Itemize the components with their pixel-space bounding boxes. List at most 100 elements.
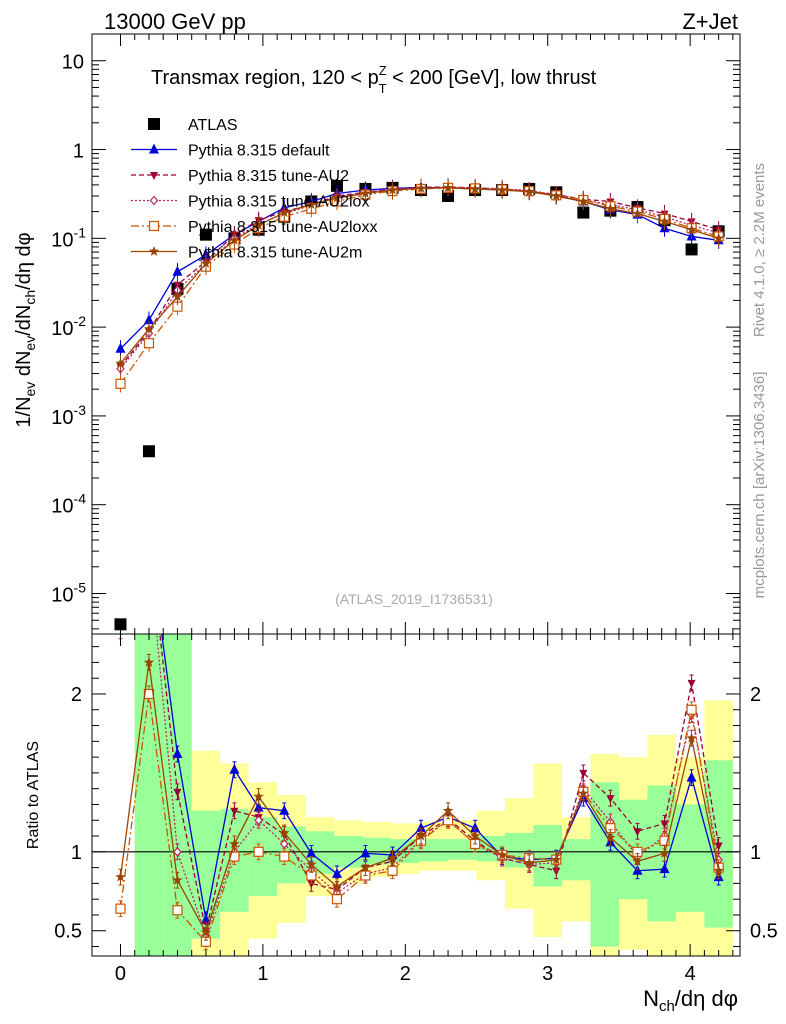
au2m-ratio-point (306, 859, 317, 869)
ratio-y-tick-label-right: 1 (750, 842, 761, 864)
default-ratio-point (659, 863, 670, 874)
au2m-data-point (387, 184, 398, 195)
legend-au2-label: Pythia 8.315 tune-AU2 (188, 168, 349, 185)
au2m-data-point (331, 192, 343, 203)
au2m-ratio-point (496, 849, 508, 860)
au2lox-ratio-point (279, 839, 289, 849)
default-ratio-point (229, 763, 240, 774)
default-data-point (143, 314, 154, 325)
au2loxx-data-point (115, 378, 126, 389)
default-ratio-point (470, 822, 481, 833)
x-axis-label: Nch/dη dφ (643, 986, 738, 1015)
default-ratio-point (632, 864, 643, 875)
au2m-ratio-point (442, 805, 454, 816)
legend-au2lox-label: Pythia 8.315 tune-AU2lox (188, 194, 369, 211)
default-ratio-point (415, 822, 426, 833)
au2m-data-point (605, 203, 616, 214)
ratio-plot-axes: 0 1 2 3 4 0.5 0.5 1 1 2 2 (54, 634, 778, 985)
main-plot-axes: 10-5 10-4 10-3 10-2 10-1 1 10 (51, 33, 740, 634)
default-ratio-point (686, 771, 697, 782)
atlas-data-point (685, 243, 698, 256)
au2-ratio-line (159, 634, 720, 931)
legend-au2loxx-marker (148, 220, 160, 232)
y-tick-label: 10-5 (51, 580, 86, 607)
default-data-point (172, 265, 183, 276)
au2-ratio-point (579, 769, 588, 778)
au2m-ratio-point (578, 787, 589, 798)
ratio-uncertainty-bands (92, 634, 740, 956)
au2m-ratio-point (331, 881, 343, 891)
stat-uncertainty-band (675, 804, 705, 912)
au2m-ratio-point (632, 855, 643, 866)
x-tick-label: 1 (257, 963, 268, 985)
au2m-ratio-point (605, 832, 616, 843)
legend-default-marker (149, 143, 159, 154)
au2m-data-point (172, 291, 183, 302)
au2m-ratio-point (524, 857, 535, 868)
au2m-data-point (442, 182, 454, 193)
atlas-data-point (577, 206, 590, 219)
au2loxx-ratio-point (253, 846, 264, 857)
au2m-data-point (143, 323, 155, 334)
au2m-ratio-point (387, 852, 398, 863)
default-ratio-point (360, 847, 371, 858)
main-plot-series (114, 178, 725, 631)
au2m-ratio-point (686, 732, 697, 743)
au2m-ratio-point (143, 656, 155, 667)
au2-ratio-point (173, 788, 182, 797)
au2m-data-point (360, 188, 371, 198)
au2m-data-point (415, 182, 427, 193)
ratio-y-tick-label-left: 2 (71, 684, 82, 706)
stat-uncertainty-band (590, 782, 619, 947)
au2m-data-point (200, 258, 212, 268)
au2-ratio-point (633, 828, 642, 837)
atlas-data-point (142, 445, 155, 458)
top-y-axis-label: 1/Nev dNev/dNch/dη dφ (13, 232, 38, 427)
y-tick-label: 10-3 (51, 402, 86, 429)
au2m-data-point (279, 207, 290, 217)
au2m-ratio-point (469, 830, 481, 841)
au2lox-series-line (119, 186, 719, 370)
mcplots-label: mcplots.cern.ch [arXiv:1306.3436] (751, 372, 768, 599)
au2loxx-ratio-point (172, 905, 183, 916)
au2m-data-point (659, 215, 670, 226)
legend: ATLAS Pythia 8.315 default Pythia 8.315 tu… (131, 117, 377, 262)
au2-ratio-point (660, 820, 669, 829)
default-ratio-point (172, 747, 183, 758)
au2lox-ratio-point (254, 815, 263, 826)
ratio-y-tick-label-left: 0.5 (54, 921, 82, 943)
legend-au2lox-marker (149, 195, 159, 206)
au2m-ratio-point (253, 791, 264, 801)
au2loxx-data-point (143, 338, 155, 349)
default-ratio-point (253, 801, 264, 812)
au2-ratio-point (606, 795, 615, 804)
au2m-ratio-point (713, 865, 724, 876)
au2m-data-point (713, 232, 724, 243)
plot-title: Transmax region, 120 < pZ T < 200 [GeV], … (151, 63, 597, 96)
x-tick-label: 0 (115, 963, 126, 985)
au2loxx-ratio-point (279, 851, 290, 862)
process-label: Z+Jet (682, 9, 738, 34)
default-data-point (115, 342, 126, 353)
au2lox-ratio-line (156, 634, 720, 938)
default-ratio-point (144, 530, 154, 540)
legend-atlas-marker (148, 118, 160, 130)
energy-label: 13000 GeV pp (104, 9, 246, 34)
y-tick-label: 1 (73, 141, 84, 163)
au2-ratio-point (714, 842, 723, 851)
stat-uncertainty-band (419, 839, 449, 862)
au2-ratio-point (145, 533, 153, 541)
legend-au2m-marker (148, 246, 160, 256)
au2lox-ratio-point (145, 548, 152, 556)
au2m-ratio-point (360, 862, 371, 873)
legend-au2-marker (150, 172, 158, 180)
stat-uncertainty-band (134, 634, 164, 956)
au2m-ratio-point (200, 926, 212, 937)
rivet-label: Rivet 4.1.0, ≥ 2.2M events (751, 163, 768, 337)
default-ratio-point (115, 593, 125, 603)
au2m-data-point (469, 183, 481, 194)
legend-atlas-label: ATLAS (188, 117, 238, 134)
au2m-data-point (115, 357, 126, 368)
au2-series-line (119, 186, 719, 367)
